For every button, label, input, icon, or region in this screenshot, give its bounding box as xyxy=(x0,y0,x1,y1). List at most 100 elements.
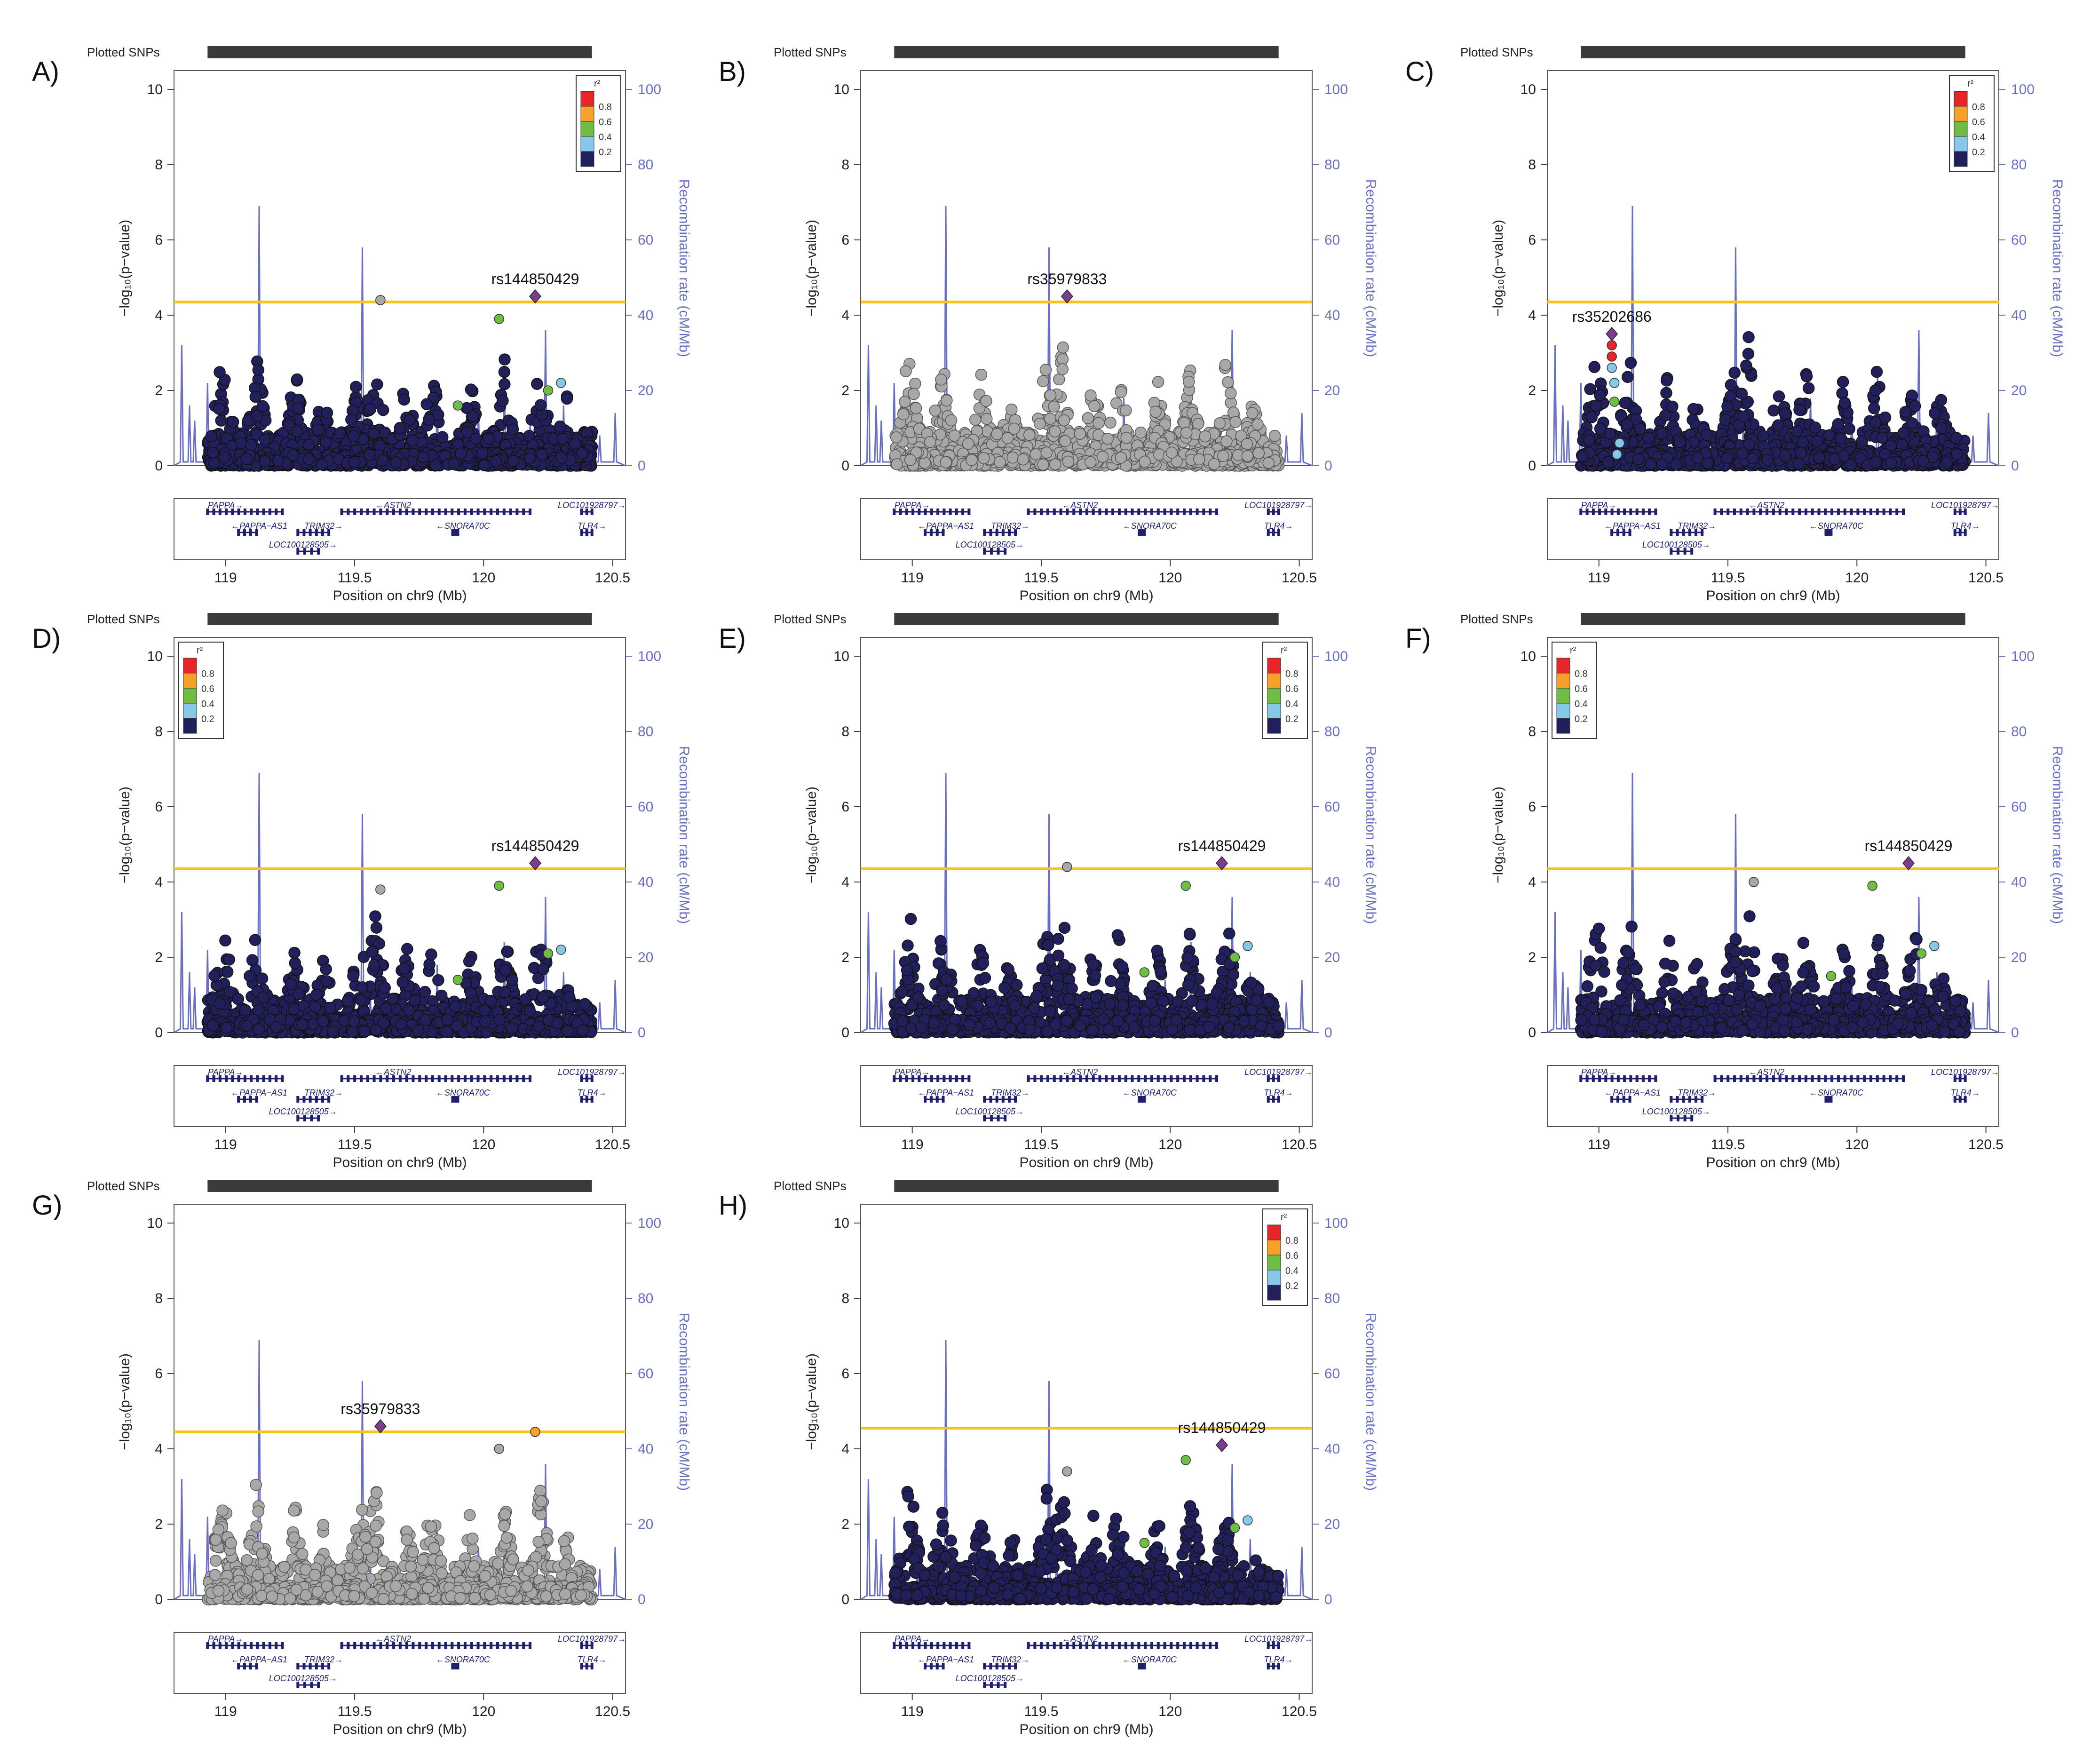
snp-point xyxy=(214,997,226,1009)
exon xyxy=(1670,529,1673,536)
snp-point xyxy=(292,402,304,414)
exon xyxy=(1843,509,1846,515)
exon xyxy=(1616,509,1620,515)
snp-point xyxy=(1632,453,1645,466)
snp-point xyxy=(499,985,511,998)
snp-point xyxy=(1906,417,1918,429)
snp-point xyxy=(1899,406,1912,418)
snp-point xyxy=(924,436,936,448)
snp-point xyxy=(1241,438,1253,450)
snp-point xyxy=(436,989,448,1002)
snp-point xyxy=(1809,421,1822,434)
snp-point xyxy=(1056,363,1069,375)
exon xyxy=(340,509,343,515)
gene-label: ←SNORA70C xyxy=(1123,521,1177,531)
x-axis-title: Position on chr9 (Mb) xyxy=(1019,588,1153,604)
snp-point xyxy=(227,416,239,428)
snp-cloud xyxy=(202,353,598,472)
exon xyxy=(1882,509,1885,515)
x-axis-title: Position on chr9 (Mb) xyxy=(333,588,467,604)
gene-label: TRIM32→ xyxy=(991,521,1030,531)
exon xyxy=(1170,509,1173,515)
snp-point xyxy=(1217,450,1229,462)
snp-point xyxy=(1241,450,1254,462)
snp-point xyxy=(1742,331,1755,343)
panel-d: D)Plotted SNPs0246810020406080100−log₁₀(… xyxy=(32,612,692,1170)
y2-tick-label: 80 xyxy=(638,157,653,173)
snp-point xyxy=(1670,458,1682,471)
snp-point xyxy=(1856,435,1868,448)
snp-point xyxy=(1134,426,1147,439)
exon xyxy=(243,509,246,515)
snp-point xyxy=(576,447,588,460)
snp-point xyxy=(1584,383,1596,395)
snp-point xyxy=(287,449,300,461)
snp-point xyxy=(890,431,903,444)
y-tick-label: 2 xyxy=(841,383,849,398)
snp-point xyxy=(1246,407,1259,419)
y2-tick-label: 20 xyxy=(638,950,653,965)
x-tick-label: 119 xyxy=(214,570,237,586)
snp-point xyxy=(390,456,403,469)
plotted-snps-label: Plotted SNPs xyxy=(1460,45,1533,59)
highlight-snp xyxy=(1607,351,1617,362)
snp-point xyxy=(501,946,514,958)
snp-point xyxy=(975,368,988,381)
snp-point xyxy=(223,954,235,966)
snp-point xyxy=(1049,425,1061,437)
snp-point xyxy=(283,419,295,431)
exon xyxy=(275,509,278,515)
snp-point xyxy=(1053,373,1065,386)
exon xyxy=(515,509,519,515)
snp-point xyxy=(1006,403,1018,416)
exon xyxy=(1869,509,1872,515)
exon xyxy=(1137,509,1140,515)
snp-point xyxy=(221,966,234,978)
exon xyxy=(1641,509,1645,515)
snp-point xyxy=(1044,413,1056,425)
snp-point xyxy=(1084,456,1097,469)
snp-point xyxy=(1747,452,1759,464)
snp-point xyxy=(312,423,324,436)
y2-tick-label: 0 xyxy=(638,458,646,474)
snp-point xyxy=(1192,418,1204,430)
highlight-snp xyxy=(494,314,504,324)
exon xyxy=(1105,509,1108,515)
snp-point xyxy=(245,439,257,451)
exon xyxy=(1629,509,1632,515)
exon xyxy=(1654,509,1657,515)
exon xyxy=(353,509,356,515)
exon xyxy=(983,529,986,536)
x-tick-label: 120 xyxy=(1158,570,1182,586)
exon xyxy=(496,509,499,515)
y2-tick-label: 60 xyxy=(2011,232,2027,248)
snp-point xyxy=(432,974,444,986)
snp-point xyxy=(1219,358,1232,371)
snp-point xyxy=(991,428,1003,440)
snp-point xyxy=(461,426,474,438)
snp-point xyxy=(1656,427,1669,439)
snp-point xyxy=(425,948,437,961)
y2-tick-label: 60 xyxy=(638,799,653,815)
snp-point xyxy=(470,432,483,445)
snp-point xyxy=(1104,416,1117,429)
panel-label: B) xyxy=(719,56,746,87)
exon xyxy=(1209,509,1212,515)
y2-tick-label: 0 xyxy=(2011,458,2019,474)
snp-point xyxy=(1062,455,1075,468)
snp-point xyxy=(1661,374,1673,387)
snp-point xyxy=(994,456,1006,468)
snp-point xyxy=(1006,451,1019,464)
highlight-snp xyxy=(543,385,554,396)
legend-value: 0.2 xyxy=(599,147,612,158)
exon xyxy=(1785,509,1788,515)
snp-point xyxy=(235,437,248,449)
exon xyxy=(490,509,493,515)
snp-point xyxy=(935,373,947,386)
snp-point xyxy=(403,1004,415,1017)
snp-point xyxy=(1619,397,1631,409)
exon xyxy=(1040,509,1043,515)
snp-point xyxy=(483,432,495,445)
legend-value: 0.8 xyxy=(599,102,612,112)
snp-point xyxy=(1262,457,1275,469)
